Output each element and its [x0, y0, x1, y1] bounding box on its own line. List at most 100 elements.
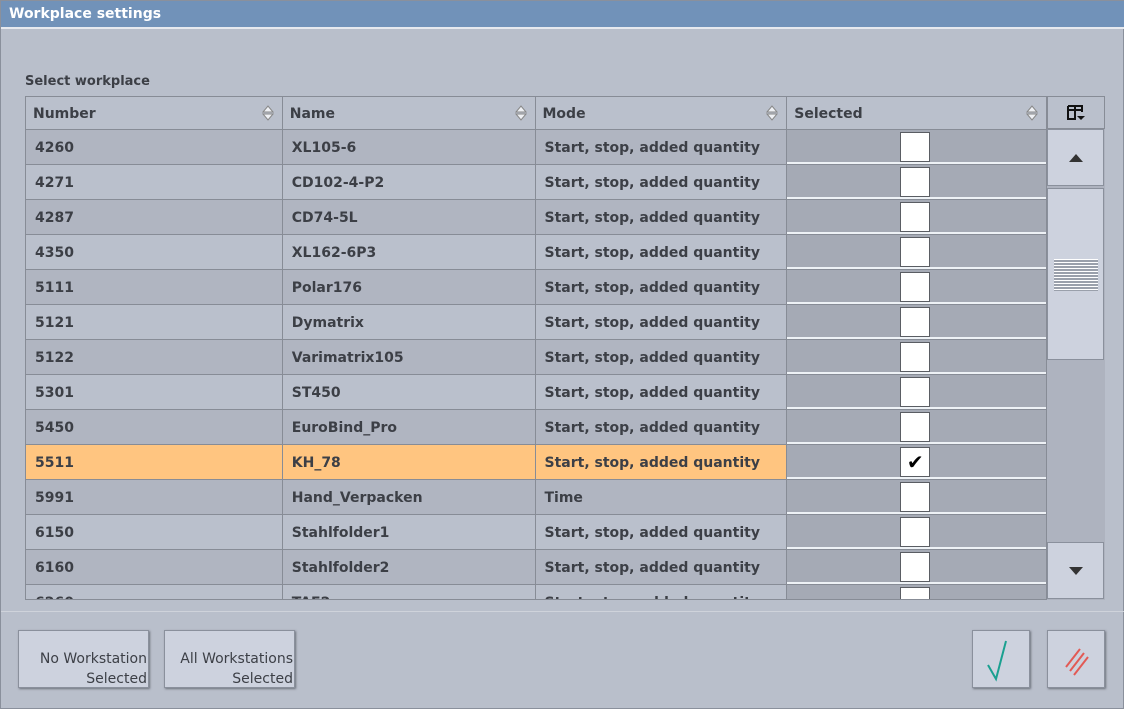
cell-name: Stahlfolder1 [282, 515, 536, 549]
cell-mode: Time [535, 480, 788, 514]
cell-number: 5511 [26, 445, 283, 479]
selected-checkbox[interactable] [900, 377, 931, 407]
column-chooser-icon [1067, 104, 1085, 120]
cell-number: 5301 [26, 375, 283, 409]
selected-checkbox[interactable] [900, 167, 931, 197]
grip-icon [1054, 259, 1098, 291]
sort-icon[interactable] [261, 104, 274, 122]
table-row[interactable]: 5991 Hand_Verpacken Time [26, 480, 1046, 515]
selected-checkbox[interactable]: ✔ [900, 447, 931, 477]
cell-mode: Start, stop, added quantity [535, 200, 788, 234]
cell-mode: Start, stop, added quantity [535, 410, 788, 444]
cell-name: XL162-6P3 [282, 235, 536, 269]
column-label: Selected [794, 106, 863, 122]
table-row[interactable]: 5450 EuroBind_Pro Start, stop, added qua… [26, 410, 1046, 445]
table-row[interactable]: 5511 KH_78 Start, stop, added quantity ✔ [26, 445, 1046, 480]
selected-checkbox[interactable] [900, 272, 931, 302]
cell-selected [787, 340, 1046, 374]
cell-selected: ✔ [787, 445, 1046, 479]
cell-mode: Start, stop, added quantity [535, 235, 788, 269]
cell-name: Hand_Verpacken [282, 480, 536, 514]
sort-icon[interactable] [514, 104, 527, 122]
scrollbar-thumb[interactable] [1047, 188, 1104, 360]
cell-name: CD74-5L [282, 200, 536, 234]
cell-number: 4271 [26, 165, 283, 199]
table-row[interactable]: 6150 Stahlfolder1 Start, stop, added qua… [26, 515, 1046, 550]
cell-name: Varimatrix105 [282, 340, 536, 374]
cell-selected [787, 130, 1046, 164]
cell-number: 5122 [26, 340, 283, 374]
sort-icon[interactable] [1026, 104, 1038, 122]
cell-number: 4287 [26, 200, 283, 234]
arrow-up-icon [1068, 153, 1083, 162]
cell-name: TAF2 [282, 585, 536, 599]
selected-checkbox[interactable] [900, 342, 931, 372]
cancel-slashes-icon [1065, 648, 1089, 676]
cell-mode: Start, stop, added quantity [535, 550, 788, 584]
cell-name: Polar176 [282, 270, 536, 304]
table-row[interactable]: 6160 Stahlfolder2 Start, stop, added qua… [26, 550, 1046, 585]
window-title: Workplace settings [1, 1, 1124, 29]
selected-checkbox[interactable] [900, 482, 931, 512]
cell-number: 6260 [26, 585, 283, 599]
selected-checkbox[interactable] [900, 237, 931, 267]
button-label: Selected [86, 671, 147, 687]
column-chooser-button[interactable] [1047, 96, 1105, 129]
table-row[interactable]: 4271 CD102-4-P2 Start, stop, added quant… [26, 165, 1046, 200]
cell-selected [787, 480, 1046, 514]
divider [1, 611, 1124, 612]
selected-checkbox[interactable] [900, 587, 931, 599]
selected-checkbox[interactable] [900, 307, 931, 337]
cell-number: 6150 [26, 515, 283, 549]
table-header: Number Name Mode Selected [26, 97, 1046, 130]
cell-name: KH_78 [282, 445, 536, 479]
cell-name: ST450 [282, 375, 536, 409]
table-row[interactable]: 4287 CD74-5L Start, stop, added quantity [26, 200, 1046, 235]
table-row[interactable]: 4260 XL105-6 Start, stop, added quantity [26, 130, 1046, 165]
cell-selected [787, 410, 1046, 444]
table-row[interactable]: 6260 TAF2 Start, stop, added quantity [26, 585, 1046, 599]
cell-mode: Start, stop, added quantity [535, 515, 788, 549]
cell-number: 6160 [26, 550, 283, 584]
all-workstations-selected-button[interactable]: All Workstations Selected [164, 630, 295, 688]
cell-selected [787, 165, 1046, 199]
arrow-down-icon [1068, 566, 1083, 575]
cell-number: 4350 [26, 235, 283, 269]
scroll-up-button[interactable] [1047, 129, 1104, 186]
column-label: Mode [542, 106, 586, 122]
selected-checkbox[interactable] [900, 517, 931, 547]
cell-mode: Start, stop, added quantity [535, 445, 788, 479]
column-header-mode[interactable]: Mode [536, 97, 788, 129]
cell-number: 5991 [26, 480, 283, 514]
column-header-selected[interactable]: Selected [787, 97, 1046, 129]
cell-number: 5111 [26, 270, 283, 304]
selected-checkbox[interactable] [900, 202, 931, 232]
no-workstation-selected-button[interactable]: No Workstation Selected [18, 630, 149, 688]
selected-checkbox[interactable] [900, 132, 931, 162]
column-label: Name [289, 106, 335, 122]
cell-name: Dymatrix [282, 305, 536, 339]
cell-mode: Start, stop, added quantity [535, 340, 788, 374]
cell-mode: Start, stop, added quantity [535, 165, 788, 199]
column-header-name[interactable]: Name [283, 97, 536, 129]
cell-mode: Start, stop, added quantity [535, 585, 788, 599]
cancel-button[interactable] [1047, 630, 1105, 688]
scroll-down-button[interactable] [1047, 542, 1104, 599]
table-row[interactable]: 5121 Dymatrix Start, stop, added quantit… [26, 305, 1046, 340]
selected-checkbox[interactable] [900, 412, 931, 442]
cell-selected [787, 585, 1046, 599]
selected-checkbox[interactable] [900, 552, 931, 582]
ok-button[interactable] [972, 630, 1030, 688]
table-row[interactable]: 4350 XL162-6P3 Start, stop, added quanti… [26, 235, 1046, 270]
table-row[interactable]: 5111 Polar176 Start, stop, added quantit… [26, 270, 1046, 305]
cell-selected [787, 270, 1046, 304]
cell-mode: Start, stop, added quantity [535, 130, 788, 164]
column-header-number[interactable]: Number [26, 97, 283, 129]
vertical-scrollbar[interactable] [1047, 129, 1105, 600]
table-row[interactable]: 5301 ST450 Start, stop, added quantity [26, 375, 1046, 410]
cell-selected [787, 305, 1046, 339]
table-row[interactable]: 5122 Varimatrix105 Start, stop, added qu… [26, 340, 1046, 375]
cell-name: EuroBind_Pro [282, 410, 536, 444]
sort-icon[interactable] [766, 104, 779, 122]
cell-name: CD102-4-P2 [282, 165, 536, 199]
